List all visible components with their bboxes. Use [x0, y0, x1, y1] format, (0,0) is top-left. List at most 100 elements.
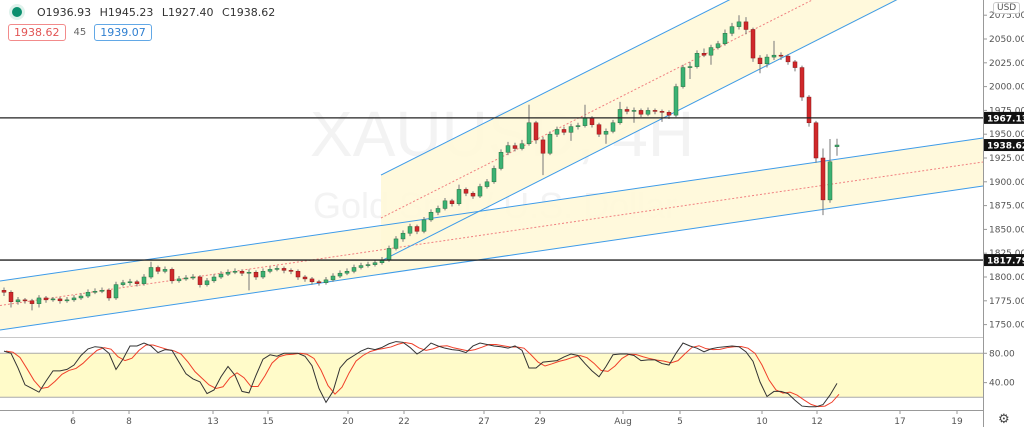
- bullish-candle-body: [190, 276, 196, 279]
- buy-price-button[interactable]: 1939.07: [94, 23, 152, 41]
- stoch-d-line: [5, 342, 840, 408]
- candle: [687, 61, 693, 79]
- bullish-candle-body: [71, 297, 77, 301]
- bearish-candle-body: [239, 271, 245, 274]
- horizontal-levels[interactable]: [0, 117, 983, 261]
- bullish-candle-body: [421, 219, 427, 232]
- candle: [232, 268, 238, 275]
- bullish-candle-body: [722, 33, 728, 45]
- bullish-candle-body: [246, 271, 252, 274]
- bullish-candle-body: [330, 275, 336, 281]
- time-tick-label: 29: [534, 417, 546, 427]
- candle: [449, 198, 455, 207]
- price-label: 1967.13: [984, 111, 1024, 124]
- candle: [526, 104, 532, 146]
- time-axis[interactable]: 6 8 13 15 20 22 27 29 Aug 5 10 12 17 19: [70, 410, 963, 427]
- sell-price-button[interactable]: 1938.62: [8, 23, 66, 41]
- candle: [183, 275, 189, 281]
- bullish-candle-body: [78, 295, 84, 299]
- stoch-band: [0, 353, 983, 398]
- bearish-candle-body: [785, 55, 791, 63]
- bearish-candle-body: [533, 122, 539, 141]
- candle: [50, 296, 56, 302]
- candle: [211, 274, 217, 283]
- candle: [15, 296, 21, 305]
- candle: [267, 266, 273, 274]
- currency-label[interactable]: USD: [993, 2, 1021, 14]
- price-tick-label: 1950.00: [989, 130, 1024, 140]
- bullish-candle-body: [64, 299, 70, 302]
- bearish-candle-body: [701, 53, 707, 56]
- candle: [260, 268, 266, 279]
- candle: [771, 40, 777, 60]
- time-tick-label: Aug: [614, 417, 632, 427]
- bearish-candle-body: [792, 61, 798, 68]
- candle: [533, 120, 539, 144]
- candle: [358, 262, 364, 270]
- candle: [113, 281, 119, 300]
- price-axis[interactable]: 2075.00 2050.00 2025.00 2000.00 1975.00 1950.…: [983, 11, 1024, 389]
- candle: [813, 120, 819, 163]
- bearish-candle-body: [288, 270, 294, 272]
- gear-icon[interactable]: ⚙: [998, 412, 1010, 427]
- bearish-candle-body: [799, 67, 805, 98]
- bullish-candle-body: [211, 276, 217, 282]
- bullish-candle-body: [568, 126, 574, 133]
- candle: [162, 266, 168, 274]
- channel-drawings[interactable]: [0, 0, 983, 331]
- bullish-candle-body: [764, 56, 770, 65]
- bullish-candle-body: [687, 66, 693, 68]
- bullish-candle-body: [498, 152, 504, 169]
- candle: [540, 137, 546, 176]
- candle: [148, 261, 154, 279]
- bearish-candle-body: [449, 200, 455, 204]
- bearish-candle-body: [155, 267, 161, 272]
- time-tick-label: 20: [342, 417, 354, 427]
- candle: [743, 17, 749, 35]
- price-tick-label: 1750.00: [989, 321, 1024, 331]
- candle: [176, 276, 182, 283]
- candle: [820, 148, 826, 216]
- lower-channel-midline: [0, 161, 983, 306]
- candle: [568, 123, 574, 141]
- candle: [463, 187, 469, 197]
- candle: [764, 54, 770, 68]
- candle: [757, 55, 763, 74]
- candle: [365, 261, 371, 268]
- candle: [512, 142, 518, 152]
- green-dot-icon[interactable]: [12, 7, 22, 17]
- bearish-candle-body: [750, 29, 756, 59]
- upper-channel-fill: [381, 0, 983, 261]
- bullish-candle-body: [827, 161, 833, 201]
- stoch-tick-label: 40.00: [989, 379, 1015, 389]
- candle: [8, 290, 14, 308]
- candle: [519, 139, 525, 151]
- price-tick-label: 1850.00: [989, 225, 1024, 235]
- bullish-candle-body: [393, 238, 399, 249]
- bullish-candle-body: [603, 131, 609, 135]
- candle: [715, 40, 721, 50]
- bullish-candle-body: [92, 291, 98, 293]
- bullish-candle-body: [610, 122, 616, 132]
- candle: [141, 274, 147, 286]
- bullish-candle-body: [162, 269, 168, 272]
- bearish-candle-body: [134, 281, 140, 284]
- candle: [610, 119, 616, 134]
- candle: [295, 269, 301, 280]
- candle: [701, 48, 707, 58]
- bullish-candle-body: [400, 232, 406, 240]
- candle: [673, 83, 679, 118]
- bullish-candle-body: [351, 267, 357, 272]
- candle: [309, 277, 315, 285]
- price-tick-label: 2000.00: [989, 83, 1024, 93]
- bearish-candle-body: [652, 110, 658, 112]
- stochastic-pane: [0, 341, 983, 408]
- candle: [246, 269, 252, 291]
- price-tick-label: 2075.00: [989, 11, 1024, 21]
- bullish-candle-body: [323, 279, 329, 283]
- bearish-candle-body: [757, 57, 763, 65]
- time-tick-label: 17: [894, 417, 905, 427]
- candle: [1, 287, 7, 297]
- bullish-candle-body: [505, 145, 511, 153]
